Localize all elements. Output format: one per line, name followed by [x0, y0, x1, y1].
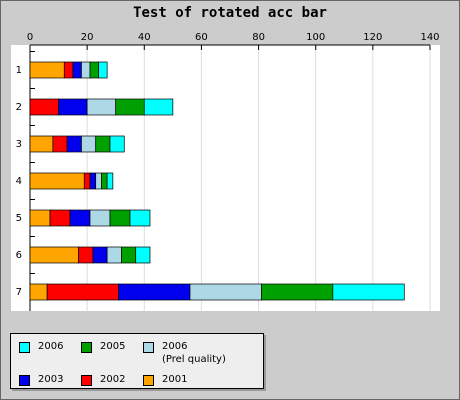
legend-swatch — [81, 342, 92, 353]
legend-swatch — [143, 342, 154, 353]
bar-segment — [109, 209, 131, 227]
legend-label: 2005 — [100, 341, 126, 352]
bar-segment — [29, 283, 48, 301]
x-tick-label: 80 — [252, 32, 265, 43]
legend-label: 2001 — [162, 373, 188, 385]
bar-segment — [69, 209, 91, 227]
bar-segment — [86, 98, 117, 116]
legend-label: 2006 — [38, 341, 64, 352]
bar-segment — [72, 61, 82, 79]
legend-item: 2006 (Prel quality) — [143, 340, 263, 369]
bar-segment — [143, 98, 174, 116]
bar-segment — [95, 135, 111, 153]
x-tick-label: 60 — [195, 32, 208, 43]
x-tick-label: 0 — [27, 32, 33, 43]
y-tick-label: 3 — [16, 139, 22, 150]
bar-segment — [81, 61, 91, 79]
legend-label: 2006 (Prel quality) — [162, 341, 226, 365]
bar-segment — [89, 209, 111, 227]
legend: 2006 2005 2006 (Prel quality) 2003 2002 2001 — [10, 333, 264, 389]
bar-segment — [106, 246, 122, 264]
legend-swatch — [81, 374, 92, 386]
bar-segment — [81, 135, 97, 153]
legend-swatch — [19, 374, 30, 386]
bar-segment — [52, 135, 68, 153]
legend-label: 2002 — [100, 373, 126, 385]
bar-segment — [58, 98, 88, 116]
bar-segment — [261, 283, 334, 301]
bar-segment — [101, 172, 108, 190]
x-tick-label: 140 — [420, 32, 439, 43]
bar-segment — [63, 61, 74, 79]
bar-segment — [89, 172, 97, 190]
legend-item: 2006 — [19, 340, 81, 369]
y-tick-label: 4 — [16, 176, 22, 187]
bar-segment — [129, 209, 151, 227]
legend-label: 2003 — [38, 373, 64, 385]
x-tick-label: 120 — [363, 32, 382, 43]
bar-segment — [118, 283, 191, 301]
bar-segment — [189, 283, 262, 301]
y-tick-label: 1 — [16, 65, 22, 76]
bar-segment — [121, 246, 137, 264]
bar-segment — [89, 61, 99, 79]
y-tick-label: 6 — [16, 250, 22, 261]
bar-segment — [29, 246, 79, 264]
bar-segment — [29, 209, 51, 227]
legend-item: 2005 — [81, 340, 143, 369]
legend-item: 2002 — [81, 373, 143, 389]
x-tick-label: 100 — [306, 32, 325, 43]
legend-item: 2001 — [143, 373, 263, 389]
x-tick-label: 40 — [138, 32, 151, 43]
bar-segment — [29, 172, 85, 190]
bar-segment — [332, 283, 405, 301]
bar-segment — [106, 172, 114, 190]
legend-item: 2003 — [19, 373, 81, 389]
bar-segment — [78, 246, 94, 264]
bar-segment — [46, 283, 119, 301]
chart-title: Test of rotated acc bar — [133, 5, 327, 21]
legend-swatch — [19, 342, 30, 353]
y-tick-label: 7 — [16, 287, 22, 298]
bar-segment — [95, 172, 102, 190]
y-tick-label: 2 — [16, 102, 22, 113]
x-tick-label: 20 — [81, 32, 94, 43]
legend-swatch — [143, 374, 154, 386]
bar-segment — [109, 135, 125, 153]
bar-segment — [66, 135, 82, 153]
bar-segment — [98, 61, 108, 79]
bar-segment — [29, 61, 65, 79]
bar-segment — [135, 246, 151, 264]
bar-segment — [92, 246, 108, 264]
bar-segment — [115, 98, 145, 116]
bar-segment — [29, 135, 54, 153]
bar-segment — [83, 172, 91, 190]
bar-segment — [49, 209, 71, 227]
bar-segment — [29, 98, 59, 116]
y-tick-label: 5 — [16, 213, 22, 224]
